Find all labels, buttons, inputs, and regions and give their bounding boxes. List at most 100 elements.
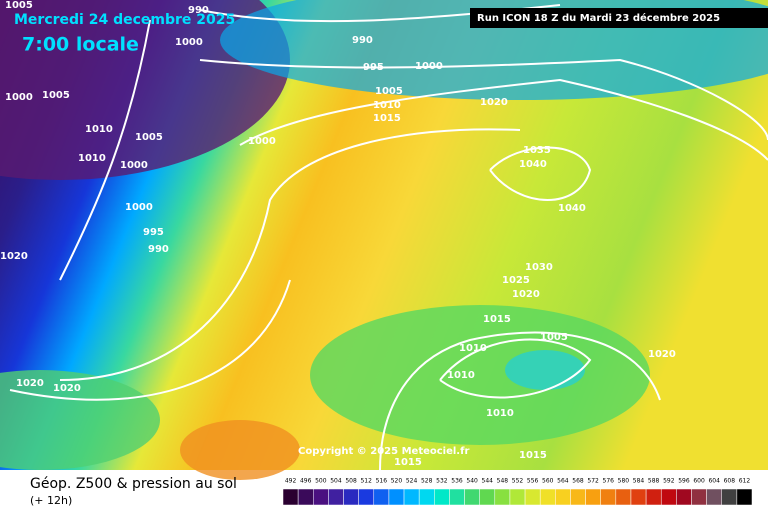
isobar-label: 1020 [480, 97, 508, 108]
legend-label: 552 [512, 478, 524, 485]
field-med-core [505, 350, 585, 390]
legend-label: 540 [466, 478, 478, 485]
legend-label: 492 [285, 478, 297, 485]
legend-swatch [555, 488, 571, 506]
legend-label: 544 [482, 478, 494, 485]
legend-label: 612 [739, 478, 751, 485]
isobar-label: 1005 [375, 86, 403, 97]
legend-swatch [464, 488, 480, 506]
isobar-label: 1020 [53, 383, 81, 394]
legend-swatch [343, 488, 359, 506]
legend-swatch [691, 488, 707, 506]
isobar-label: 995 [363, 62, 384, 73]
isobar-label: 1020 [512, 289, 540, 300]
legend-swatch [570, 488, 586, 506]
isobar-label: 1015 [519, 450, 547, 461]
isobar-label: 1000 [5, 92, 33, 103]
legend-swatch [434, 488, 450, 506]
isobar-label: 1000 [415, 61, 443, 72]
legend-label: 516 [376, 478, 388, 485]
isobar-label: 1005 [5, 0, 33, 11]
isobar-label: 990 [352, 35, 373, 46]
legend-label: 528 [421, 478, 433, 485]
legend-swatch [418, 488, 435, 506]
legend-swatch [282, 488, 299, 506]
legend-label: 604 [708, 478, 720, 485]
legend-swatch [585, 488, 601, 506]
legend-swatch [297, 488, 314, 506]
isobar-label: 1010 [373, 100, 401, 111]
legend-label: 556 [527, 478, 539, 485]
legend-swatch [630, 488, 647, 506]
field-south [180, 420, 300, 480]
legend-swatch [721, 488, 738, 506]
isobar-label: 990 [188, 5, 209, 16]
legend-label: 508 [345, 478, 357, 485]
legend-label: 524 [406, 478, 418, 485]
legend-label: 504 [330, 478, 342, 485]
legend-label: 580 [618, 478, 630, 485]
isobar-label: 1005 [135, 132, 163, 143]
legend-label: 496 [300, 478, 312, 485]
legend-swatch [388, 488, 405, 506]
isobar-label: 1015 [394, 457, 422, 468]
legend-swatch [494, 488, 511, 506]
legend-swatch [449, 488, 465, 506]
legend-label: 560 [542, 478, 554, 485]
legend-label: 588 [648, 478, 660, 485]
legend-swatch [600, 488, 617, 506]
isobar-label: 1010 [85, 124, 113, 135]
time: 7:00 locale [22, 34, 139, 56]
isobar-label: 1020 [648, 349, 676, 360]
isobar-label: 1015 [373, 113, 401, 124]
legend-label: 520 [391, 478, 403, 485]
legend-swatch [328, 488, 344, 506]
footer-subtitle: (+ 12h) [30, 494, 72, 507]
legend-label: 592 [663, 478, 675, 485]
copyright: Copyright © 2025 Meteociel.fr [298, 446, 469, 457]
legend-swatch [524, 488, 541, 506]
legend-swatch [403, 488, 420, 506]
legend-swatch [676, 488, 692, 506]
date: Mercredi 24 decembre 2025 [14, 12, 235, 28]
isobar-label: 1010 [78, 153, 106, 164]
legend-swatch [479, 488, 496, 506]
field-med [310, 305, 650, 445]
legend-swatch [373, 488, 390, 506]
isobar-label: 1025 [502, 275, 530, 286]
legend-swatch [509, 488, 526, 506]
isobar-label: 1005 [540, 332, 568, 343]
legend-swatch [706, 488, 722, 506]
isobar-label: 1005 [42, 90, 70, 101]
isobar-label: 1020 [0, 251, 28, 262]
run-banner [470, 8, 768, 28]
isobar-label: 1010 [486, 408, 514, 419]
isobar-label: 1000 [120, 160, 148, 171]
legend-label: 572 [587, 478, 599, 485]
legend-swatch [313, 488, 329, 506]
footer-title: Géop. Z500 & pression au sol [30, 476, 237, 492]
legend-swatch [736, 488, 753, 506]
legend-label: 564 [557, 478, 569, 485]
run-info: Run ICON 18 Z du Mardi 23 décembre 2025 [477, 12, 720, 24]
isobar-label: 1030 [525, 262, 553, 273]
isobar-label: 1015 [483, 314, 511, 325]
legend-label: 512 [360, 478, 372, 485]
isobar-label: 995 [143, 227, 164, 238]
legend-label: 500 [315, 478, 327, 485]
legend-label: 596 [678, 478, 690, 485]
isobar-label: 1040 [558, 203, 586, 214]
legend-swatch [660, 488, 677, 506]
isobar-lines [9, 4, 768, 471]
legend-label: 548 [497, 478, 509, 485]
isobar-label: 1020 [16, 378, 44, 389]
legend-label: 568 [572, 478, 584, 485]
legend-swatch [615, 488, 632, 506]
isobar-label: 1035 [523, 145, 551, 156]
legend-swatch [645, 488, 662, 506]
legend-swatch [358, 488, 375, 506]
legend-label: 576 [603, 478, 615, 485]
isobar-label: 1010 [459, 343, 487, 354]
